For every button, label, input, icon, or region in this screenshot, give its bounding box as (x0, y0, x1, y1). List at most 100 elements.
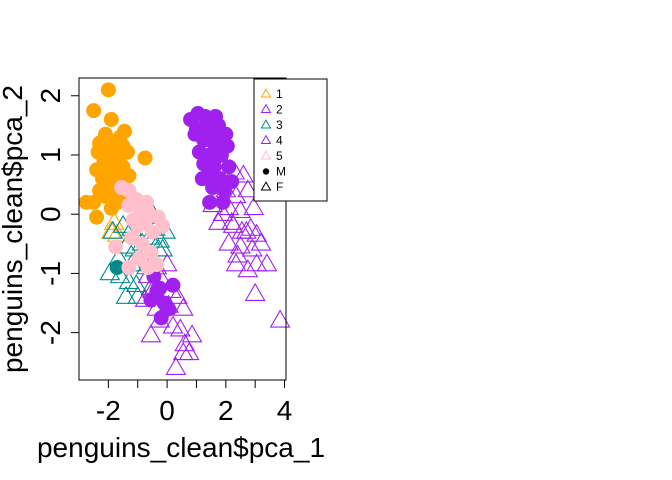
point-cluster-1-m-37 (100, 174, 116, 190)
point-cluster-4-f-41 (212, 202, 234, 221)
point-cluster-1-m-2 (103, 111, 119, 127)
point-cluster-4-f-40 (231, 220, 253, 239)
x-axis-label: penguins_clean$pca_1 (37, 432, 325, 463)
point-cluster-4-f-8 (158, 294, 180, 313)
point-cluster-3-f-12 (99, 262, 121, 281)
point-cluster-2-m-15 (221, 159, 237, 175)
legend-label: 4 (276, 134, 283, 148)
point-cluster-4-f-45 (227, 244, 249, 263)
point-cluster-3-f-16 (115, 285, 137, 304)
point-cluster-2-m-25 (208, 150, 224, 166)
point-cluster-2-m-19 (205, 180, 221, 196)
point-cluster-2-m-26 (202, 194, 218, 210)
point-cluster-4-f-9 (166, 285, 188, 304)
point-cluster-2-m-24 (218, 126, 234, 142)
point-cluster-1-m-31 (115, 138, 131, 154)
point-cluster-4-f-18 (181, 324, 203, 343)
point-cluster-4-f-16 (178, 342, 200, 361)
point-cluster-3-f-21 (152, 238, 174, 257)
point-cluster-4-f-17 (165, 356, 187, 375)
y-tick-label: -2 (35, 320, 66, 345)
legend-label: 5 (276, 149, 283, 163)
legend-symbol (260, 150, 272, 160)
point-cluster-4-f-10 (172, 297, 194, 316)
point-cluster-4-f-23 (225, 185, 247, 204)
point-cluster-1-m-33 (137, 150, 153, 166)
y-axis-label: penguins_clean$pca_2 (0, 85, 28, 373)
legend-label: M (276, 165, 286, 179)
point-cluster-4-f-29 (208, 211, 229, 230)
x-tick-label: 2 (218, 395, 234, 426)
legend-symbol (260, 134, 272, 144)
point-cluster-5-m-17 (140, 259, 156, 275)
point-cluster-4-f-3 (150, 268, 172, 287)
point-cluster-3-f-11 (108, 247, 130, 266)
point-cluster-2-m-29 (199, 114, 215, 130)
legend-box (253, 78, 328, 202)
point-cluster-4-f-34 (230, 235, 251, 254)
point-cluster-4-f-15 (174, 333, 196, 352)
point-cluster-4-f-39 (221, 211, 243, 230)
point-cluster-5-m-20 (139, 194, 155, 210)
point-cluster-1-m-1 (86, 103, 102, 119)
x-axis: -2 0 2 4 (96, 379, 293, 426)
point-cluster-5-m-12 (143, 245, 159, 261)
point-cluster-4-f-42 (250, 232, 272, 251)
point-cluster-4-f-21 (232, 164, 254, 183)
legend-symbol (260, 181, 272, 191)
point-cluster-4-f-44 (269, 309, 291, 328)
point-cluster-4-f-11 (149, 309, 171, 328)
point-cluster-1-m-0 (100, 82, 116, 98)
point-cluster-4-f-19 (172, 342, 194, 361)
point-cluster-2-m-20 (216, 183, 232, 199)
y-tick-label: -1 (35, 261, 66, 286)
point-cluster-2-m-23 (194, 171, 210, 187)
y-axis: -2 -1 0 1 2 (35, 88, 80, 345)
point-cluster-5-m-3 (121, 197, 137, 213)
point-cluster-4-f-46 (240, 217, 262, 236)
y-tick-label: 2 (35, 88, 66, 104)
point-cluster-4-f-25 (202, 194, 224, 213)
point-cluster-4-f-6 (134, 288, 156, 307)
x-tick-label: 0 (159, 395, 175, 426)
point-cluster-3-f-0 (102, 220, 124, 239)
y-tick-label: 1 (35, 147, 66, 163)
point-cluster-4-f-2 (137, 265, 159, 284)
legend-label: 3 (276, 118, 283, 132)
point-cluster-4-f-43 (244, 282, 266, 301)
point-cluster-3-f-13 (109, 265, 131, 284)
point-cluster-1-m-34 (105, 150, 121, 166)
point-cluster-4-f-37 (237, 259, 259, 278)
point-cluster-4-f-36 (225, 253, 247, 272)
point-cluster-4-f-27 (230, 199, 251, 219)
point-cluster-1-m-19 (121, 168, 137, 184)
point-cluster-3-m-0 (109, 259, 125, 275)
legend-symbol (260, 88, 272, 98)
point-cluster-1-m-26 (78, 194, 94, 210)
point-cluster-5-m-18 (125, 212, 141, 228)
point-cluster-4-f-20 (224, 161, 246, 180)
point-cluster-4-f-38 (256, 253, 278, 272)
point-cluster-4-f-24 (237, 179, 259, 198)
point-cluster-4-f-33 (218, 232, 240, 251)
point-cluster-5-m-15 (108, 239, 124, 255)
point-cluster-2-m-8 (206, 135, 222, 151)
x-tick-label: 4 (277, 395, 293, 426)
point-cluster-5-m-19 (155, 218, 171, 234)
point-cluster-1-f-2 (103, 211, 125, 230)
point-cluster-1-m-35 (92, 135, 108, 151)
point-cluster-4-f-12 (140, 324, 162, 343)
point-cluster-3-f-15 (125, 273, 147, 293)
legend-symbol (260, 119, 272, 129)
legend-symbol (262, 168, 270, 175)
legend-label: 2 (276, 103, 283, 117)
point-cluster-4-f-14 (169, 318, 191, 337)
point-cluster-4-f-28 (243, 196, 265, 216)
point-cluster-5-m-14 (121, 259, 137, 275)
point-cluster-4-f-4 (141, 279, 163, 298)
legend-symbol (260, 103, 272, 113)
point-cluster-4-f-22 (215, 179, 237, 198)
legend-label: 1 (276, 87, 283, 101)
y-tick-label: 0 (35, 206, 66, 222)
